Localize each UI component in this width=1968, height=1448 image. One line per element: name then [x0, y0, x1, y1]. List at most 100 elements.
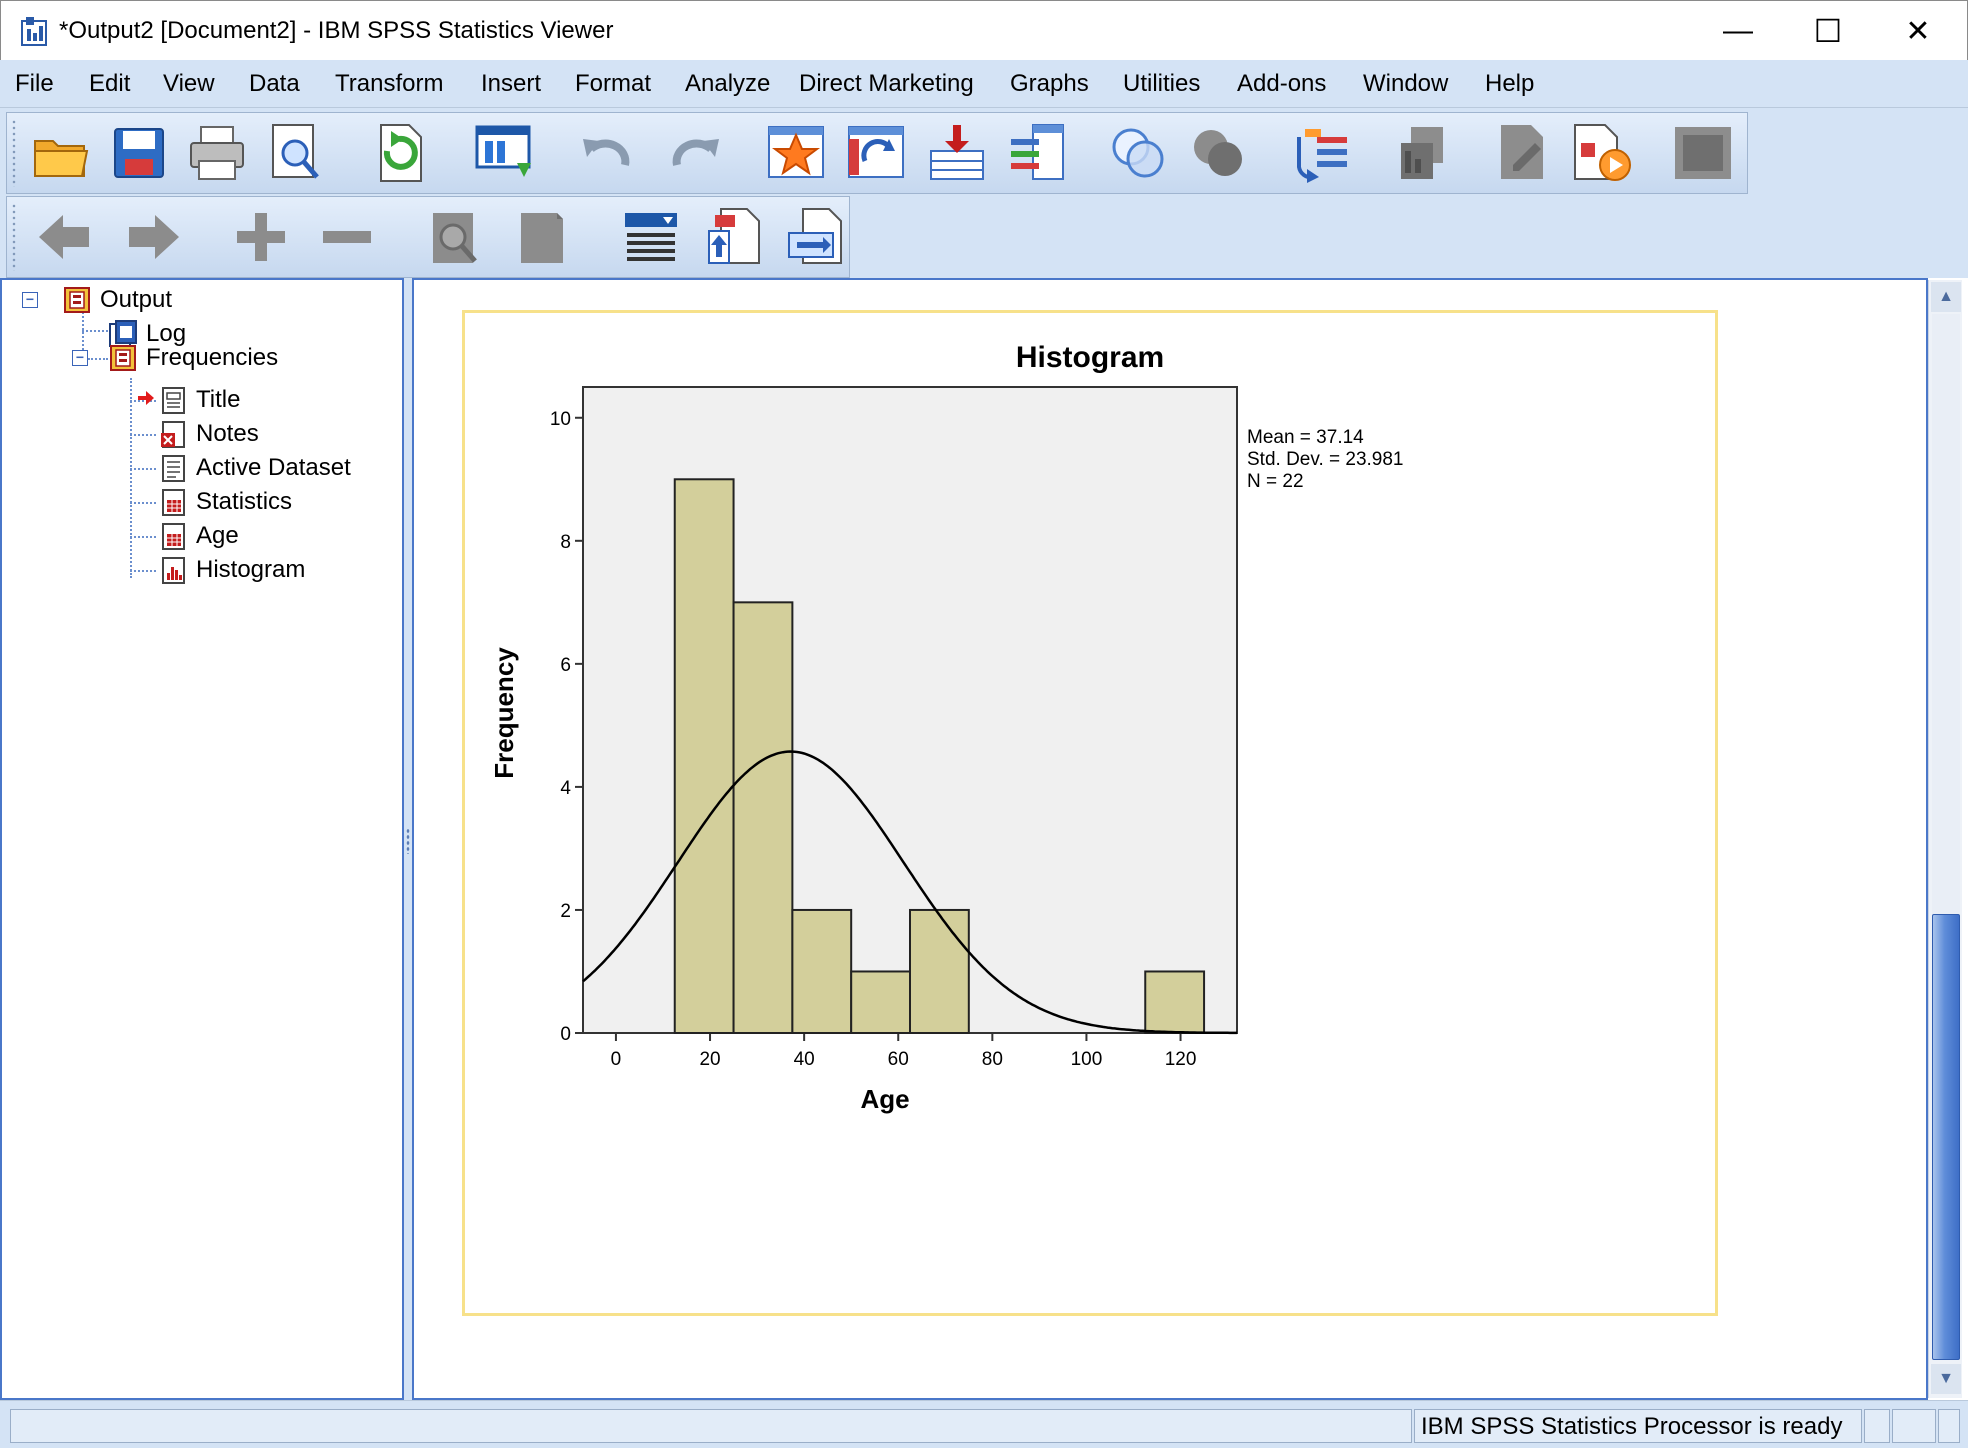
minimize-button[interactable]: — [1723, 14, 1753, 47]
undo-icon[interactable] [575, 121, 639, 185]
redo-icon[interactable] [663, 121, 727, 185]
variables-icon[interactable] [1005, 121, 1069, 185]
menu-utilities[interactable]: Utilities [1123, 70, 1201, 97]
y-axis: 0 2 4 6 8 10 [550, 409, 583, 1045]
outline-item-active-dataset[interactable]: Active Dataset [158, 452, 351, 484]
chart-title: Histogram [1016, 341, 1164, 374]
insert-heading-icon[interactable] [619, 205, 683, 269]
log-icon [109, 320, 137, 347]
title-icon [162, 387, 185, 414]
menu-analyze[interactable]: Analyze [685, 70, 771, 97]
hide-icon[interactable] [511, 205, 575, 269]
table-icon [162, 523, 185, 550]
menu-format[interactable]: Format [575, 70, 652, 97]
x-axis: 0 20 40 60 80 100 120 [611, 1033, 1197, 1070]
tree-connector [130, 536, 156, 538]
x-tick-label: 60 [888, 1049, 909, 1070]
select-cases-icon[interactable] [1107, 121, 1171, 185]
toolbar-area [0, 108, 1968, 278]
outline-item-title[interactable]: Title [158, 384, 240, 416]
scroll-up-arrow-icon[interactable]: ▲ [1931, 282, 1961, 312]
scroll-track[interactable] [1932, 314, 1960, 914]
weight-cases-icon[interactable] [1187, 121, 1251, 185]
menu-add-ons[interactable]: Add-ons [1237, 70, 1327, 97]
menu-direct-marketing[interactable]: Direct Marketing [799, 70, 974, 97]
collapse-frequencies-toggle[interactable]: − [72, 350, 88, 366]
outline-item-log[interactable]: Log [108, 318, 186, 350]
y-tick-label: 4 [560, 778, 571, 799]
insert-text-icon[interactable] [783, 205, 847, 269]
go-to-case-icon[interactable] [845, 121, 909, 185]
insert-title-icon[interactable] [701, 205, 765, 269]
tree-connector [130, 400, 156, 402]
vertical-scrollbar[interactable]: ▲ ▼ [1928, 280, 1962, 1398]
output-content-pane[interactable]: Histogram 0 2 4 6 8 10 0 20 40 60 80 100 120 Age Fr… [412, 278, 1928, 1400]
outline-pane[interactable]: − Output Log − Frequencies Title Notes A… [0, 278, 404, 1400]
pane-splitter[interactable] [404, 278, 412, 1400]
notes-icon [161, 421, 185, 448]
maximize-button[interactable]: ☐ [1813, 13, 1843, 49]
toolbar-grip[interactable] [11, 203, 17, 271]
stat-mean: Mean = 37.14 [1247, 427, 1364, 448]
menu-edit[interactable]: Edit [89, 70, 131, 97]
y-tick-label: 6 [560, 655, 571, 676]
menu-view[interactable]: View [163, 70, 215, 97]
recall-dialog-icon[interactable] [473, 121, 537, 185]
x-tick-label: 100 [1071, 1049, 1103, 1070]
export-icon[interactable] [367, 121, 431, 185]
outline-item-histogram[interactable]: Histogram [158, 554, 305, 586]
scroll-thumb[interactable] [1932, 914, 1960, 1360]
outline-item-output[interactable]: Output [62, 284, 172, 316]
outline-item-frequencies[interactable]: Frequencies [108, 342, 278, 374]
menu-insert[interactable]: Insert [481, 70, 542, 97]
expand-icon[interactable] [229, 205, 293, 269]
histogram-bar-4 [909, 908, 970, 1035]
x-tick-label: 120 [1165, 1049, 1197, 1070]
save-icon[interactable] [107, 121, 171, 185]
toolbar-grip[interactable] [11, 119, 17, 187]
run-descriptives-icon[interactable] [1671, 121, 1735, 185]
histogram-chart-frame[interactable]: Histogram 0 2 4 6 8 10 0 20 40 60 80 100 120 Age Fr… [462, 310, 1718, 1316]
menu-file[interactable]: File [15, 70, 54, 97]
outline-label: Frequencies [146, 344, 279, 371]
show-icon[interactable] [423, 205, 487, 269]
open-icon[interactable] [29, 121, 93, 185]
histogram-bars [673, 478, 1206, 1035]
go-to-data-icon[interactable] [765, 121, 829, 185]
tree-connector [130, 468, 156, 470]
splitter-grip[interactable] [406, 828, 410, 854]
print-icon[interactable] [185, 121, 249, 185]
spelling-icon[interactable] [1569, 121, 1633, 185]
menu-transform[interactable]: Transform [335, 70, 444, 97]
tree-connector [130, 378, 132, 578]
use-variable-sets-icon[interactable] [1391, 121, 1455, 185]
main-toolbar [6, 112, 1748, 194]
collapse-icon[interactable] [315, 205, 379, 269]
print-preview-icon[interactable] [263, 121, 327, 185]
tree-connector [88, 358, 108, 360]
outline-item-age[interactable]: Age [158, 520, 239, 552]
status-cell [1892, 1409, 1936, 1443]
stat-std-dev: Std. Dev. = 23.981 [1247, 449, 1404, 470]
go-to-variable-icon[interactable] [925, 121, 989, 185]
menu-graphs[interactable]: Graphs [1010, 70, 1089, 97]
outline-label: Age [196, 522, 239, 549]
collapse-output-toggle[interactable]: − [22, 292, 38, 308]
close-button[interactable]: ✕ [1905, 14, 1931, 48]
value-labels-icon[interactable] [1289, 121, 1353, 185]
outline-label: Statistics [196, 488, 293, 515]
menu-window[interactable]: Window [1363, 70, 1449, 97]
menu-help[interactable]: Help [1485, 70, 1535, 97]
back-arrow-icon[interactable] [33, 205, 97, 269]
histogram-bar-1 [732, 601, 794, 1034]
menu-data[interactable]: Data [249, 70, 300, 97]
histogram-bar-3 [850, 970, 911, 1035]
chart-icon [162, 557, 185, 584]
forward-arrow-icon[interactable] [121, 205, 185, 269]
outline-item-statistics[interactable]: Statistics [158, 486, 292, 518]
outline-item-notes[interactable]: Notes [158, 418, 259, 450]
menu-bar: File Edit View Data Transform Insert For… [0, 60, 1968, 108]
outline-label: Output [100, 286, 173, 313]
scroll-down-arrow-icon[interactable]: ▼ [1931, 1364, 1961, 1394]
show-all-variables-icon[interactable] [1491, 121, 1555, 185]
